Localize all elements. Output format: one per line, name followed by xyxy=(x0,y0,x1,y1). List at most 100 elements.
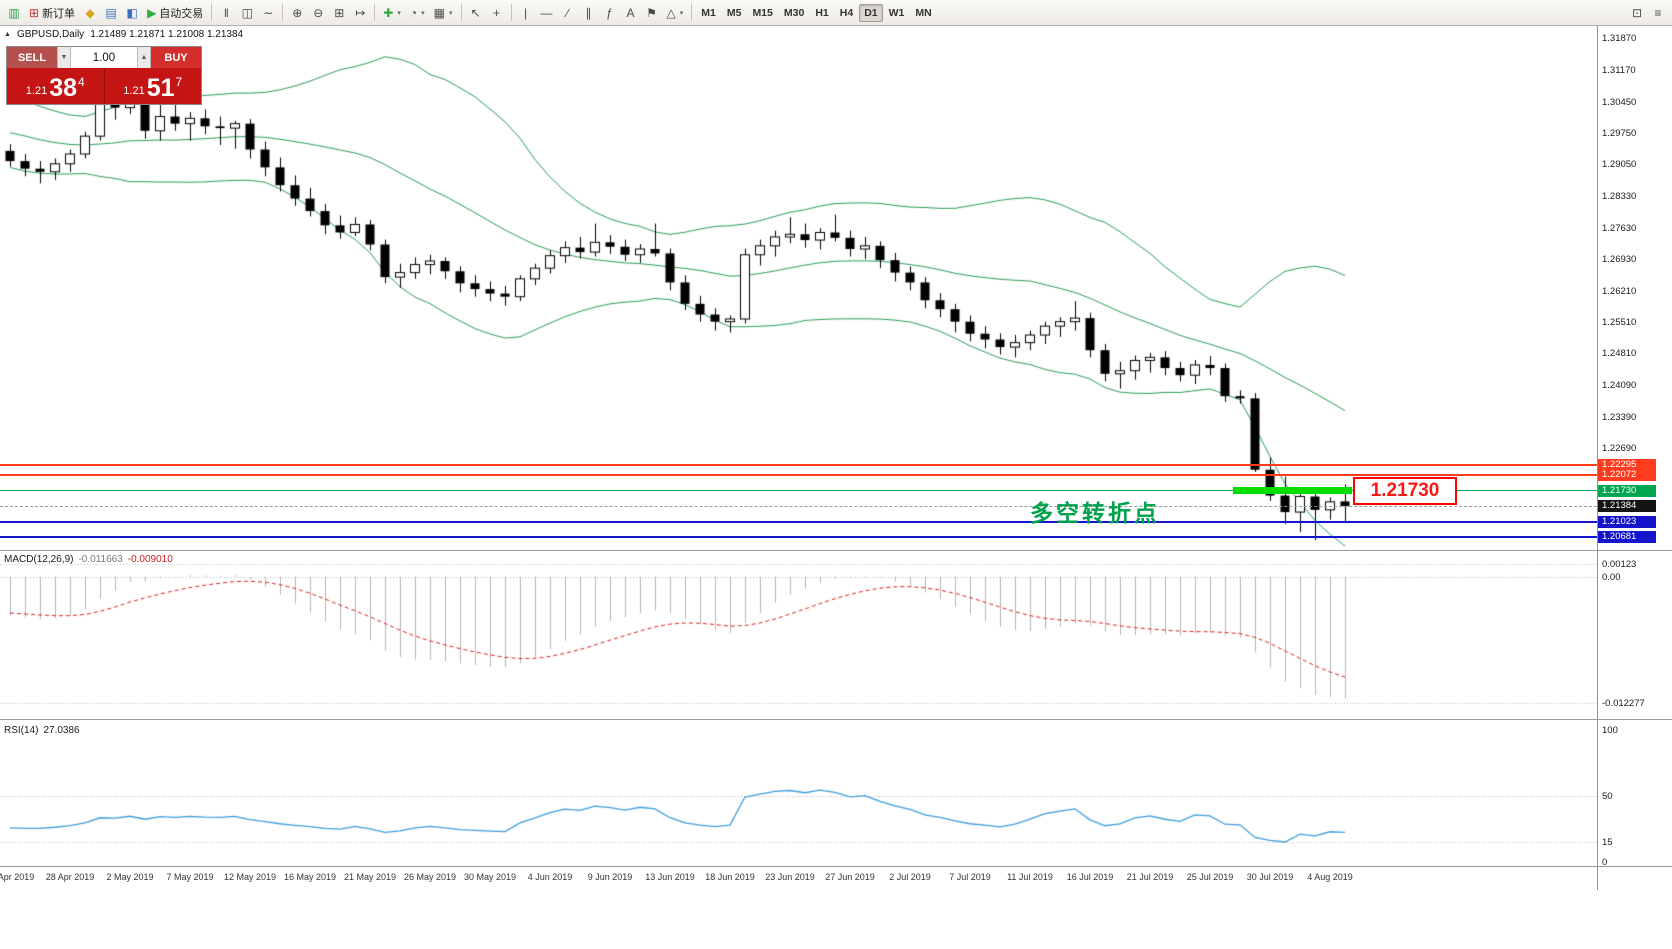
one-click-toggle-icon[interactable]: ▲ xyxy=(4,31,11,38)
toolbar-separator xyxy=(691,4,693,21)
chevron-up-icon: ▲ xyxy=(140,54,148,61)
price-line-badge: 1.22072 xyxy=(1598,469,1656,482)
hline-pivot-121730[interactable] xyxy=(0,490,1597,492)
timeframe-w1[interactable]: W1 xyxy=(884,4,910,22)
turning-point-annotation[interactable]: 多空转折点 xyxy=(1030,499,1160,526)
toolbar-separator xyxy=(282,4,284,21)
timeframe-m5[interactable]: M5 xyxy=(722,4,747,22)
new-order-button[interactable]: ⊞ 新订单 xyxy=(25,3,79,23)
timeframe-m1[interactable]: M1 xyxy=(696,4,721,22)
periods-button[interactable]: ◔ ▾ xyxy=(406,3,429,23)
buy-button[interactable]: BUY xyxy=(151,47,201,68)
channel-button[interactable]: ∥ xyxy=(579,3,599,23)
zoom-in-button[interactable]: ⊕ xyxy=(287,3,307,23)
market-watch-icon: ◆ xyxy=(85,5,95,20)
zoom-out-icon: ⊖ xyxy=(313,5,324,20)
timeframe-h4[interactable]: H4 xyxy=(835,4,858,22)
bid-price-panel[interactable]: 1.21 38 4 xyxy=(7,68,104,104)
timeframe-h1[interactable]: H1 xyxy=(810,4,833,22)
bar-chart-button[interactable]: ‖ xyxy=(216,3,236,23)
vertical-line-button[interactable]: | xyxy=(516,3,536,23)
volume-input[interactable] xyxy=(71,47,137,68)
volume-decrease-button[interactable]: ▼ xyxy=(57,47,71,68)
rsi-axis[interactable]: 100 50 15 0 xyxy=(1598,722,1672,869)
crosshair-button[interactable]: + xyxy=(487,3,507,23)
price-axis[interactable]: 1.31870 1.31170 1.30450 1.29750 1.29050 1.283… xyxy=(1598,26,1672,550)
candlestick-button[interactable]: ◫ xyxy=(237,3,257,23)
macd-axis-label: 0.00 xyxy=(1602,571,1621,583)
price-line-badge: 1.21023 xyxy=(1598,516,1656,529)
date-label: 30 May 2019 xyxy=(463,872,517,882)
zoom-out-button[interactable]: ⊖ xyxy=(308,3,328,23)
layout-button[interactable]: ⊡ xyxy=(1627,3,1647,23)
chart-objects-layer xyxy=(0,26,1597,890)
one-click-trading-widget: SELL ▼ ▲ BUY 1.21 38 4 1.21 51 7 xyxy=(6,46,202,105)
ask-price-panel[interactable]: 1.21 51 7 xyxy=(103,68,202,104)
trendline-button[interactable]: ∕ xyxy=(558,3,578,23)
clock-icon: ◔ xyxy=(409,5,418,20)
date-label: 12 May 2019 xyxy=(223,872,277,882)
rsi-axis-label: 0 xyxy=(1602,857,1608,869)
text-button[interactable]: A xyxy=(621,3,641,23)
price-level-annotation-box[interactable]: 1.21730 xyxy=(1353,476,1457,505)
rsi-panel-canvas[interactable] xyxy=(0,722,1597,866)
price-axis-label: 1.24810 xyxy=(1602,348,1637,360)
bid-price-main: 38 xyxy=(49,74,78,102)
macd-signal-value: -0.009010 xyxy=(127,554,173,565)
panel-separator[interactable] xyxy=(0,719,1672,720)
cursor-ic: ↖ xyxy=(470,5,481,20)
timeframe-m30[interactable]: M30 xyxy=(779,4,809,22)
macd-axis-label: -0.012277 xyxy=(1602,698,1645,710)
macd-panel-canvas[interactable] xyxy=(0,551,1597,719)
tile-windows-button[interactable]: ⊞ xyxy=(329,3,349,23)
cursor-button[interactable]: ↖ xyxy=(466,3,486,23)
shapes-button[interactable]: △ ▾ xyxy=(663,3,688,23)
text-label-button[interactable]: ⚑ xyxy=(642,3,662,23)
date-label: 4 Jun 2019 xyxy=(527,872,573,882)
date-label: 7 May 2019 xyxy=(166,872,214,882)
volume-increase-button[interactable]: ▲ xyxy=(137,47,151,68)
timeframe-m15[interactable]: M15 xyxy=(747,4,777,22)
horizontal-line-button[interactable]: — xyxy=(537,3,557,23)
panel-separator[interactable] xyxy=(0,550,1672,551)
main-chart-canvas[interactable] xyxy=(0,26,1597,550)
chevron-down-icon: ▼ xyxy=(60,54,68,61)
hline-support-120681[interactable] xyxy=(0,536,1597,539)
ask-price-pipette: 7 xyxy=(175,75,183,89)
toolbar-separator xyxy=(460,4,462,21)
market-watch-button[interactable]: ◆ xyxy=(80,3,100,23)
time-axis-border xyxy=(0,866,1672,867)
data-window-button[interactable]: ▤ xyxy=(101,3,121,23)
turning-point-bar[interactable] xyxy=(1233,487,1352,495)
hline-resistance-122072[interactable] xyxy=(0,474,1597,477)
rsi-axis-label: 100 xyxy=(1602,724,1618,736)
date-label: 28 Apr 2019 xyxy=(45,872,95,882)
templates-button[interactable]: ▦ ▾ xyxy=(430,3,457,23)
date-label: 2 May 2019 xyxy=(106,872,154,882)
macd-axis[interactable]: 0.00123 0.00 -0.012277 xyxy=(1598,551,1672,719)
price-axis-label: 1.30450 xyxy=(1602,96,1637,108)
menu-button[interactable]: ≡ xyxy=(1648,3,1668,23)
price-axis-label: 1.22690 xyxy=(1602,442,1637,454)
price-axis-label: 1.25510 xyxy=(1602,317,1637,329)
chart-shift-button[interactable]: ↦ xyxy=(350,3,370,23)
fibonacci-button[interactable]: ƒ xyxy=(600,3,620,23)
date-label: 11 Jul 2019 xyxy=(1007,872,1053,882)
data-window-icon: ▤ xyxy=(105,5,117,20)
line-chart-button[interactable]: ∼ xyxy=(258,3,278,23)
timeframe-d1[interactable]: D1 xyxy=(859,3,883,22)
hline-resistance-122295[interactable] xyxy=(0,464,1597,467)
horizontal-line-icon: — xyxy=(540,5,553,20)
sell-button[interactable]: SELL xyxy=(7,47,57,68)
indicators-button[interactable]: ✚ ▾ xyxy=(379,3,405,23)
macd-axis-label: 0.00123 xyxy=(1602,559,1637,571)
macd-name: MACD(12,26,9) xyxy=(4,554,74,565)
new-chart-button[interactable]: ▥ xyxy=(4,3,24,23)
timeframe-mn[interactable]: MN xyxy=(910,4,936,22)
navigator-button[interactable]: ◧ xyxy=(122,3,142,23)
crosshair-icon: + xyxy=(492,5,500,20)
rsi-axis-label: 15 xyxy=(1602,837,1613,849)
auto-trading-button[interactable]: ▶ 自动交易 xyxy=(143,3,207,23)
hline-support-121023[interactable] xyxy=(0,521,1597,524)
time-axis[interactable]: 23 Apr 2019 28 Apr 2019 2 May 2019 7 May 20… xyxy=(0,867,1597,889)
